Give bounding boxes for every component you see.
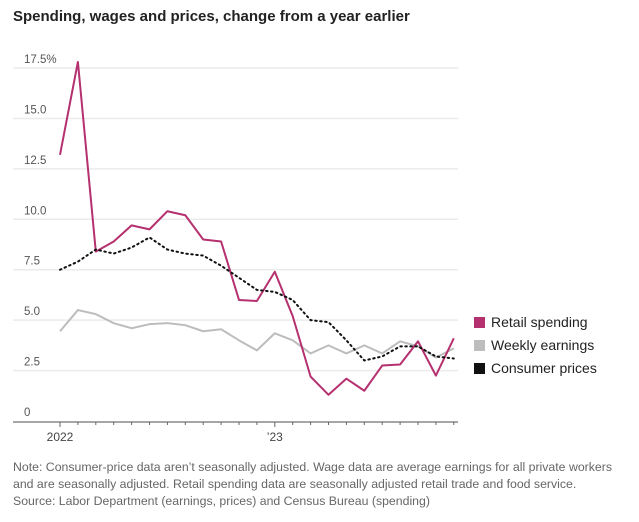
source-line: Source: Labor Department (earnings, pric… (13, 494, 430, 508)
y-tick-label: 10.0 (24, 205, 46, 217)
legend-label: Retail spending (491, 314, 588, 330)
x-tick-label: ’23 (267, 430, 283, 444)
y-tick-label: 2.5 (24, 357, 40, 369)
y-tick-label: 17.5% (24, 54, 57, 66)
x-tick-label: 2022 (47, 430, 74, 444)
legend-swatch-earnings (474, 339, 485, 351)
series-line-consumer-prices (59, 236, 455, 362)
legend-label: Consumer prices (491, 360, 597, 376)
legend-item-earnings: Weekly earnings (474, 337, 594, 353)
y-tick-label: 7.5 (24, 256, 40, 268)
y-tick-label: 0 (24, 407, 30, 419)
y-tick-label: 15.0 (24, 104, 46, 116)
legend-item-prices: Consumer prices (474, 360, 597, 376)
line-chart: 0 2.5 5.0 7.5 10.0 12.5 15.0 17.5% 2022 ’23 (13, 54, 458, 444)
note-line-1: Note: Consumer-price data aren’t seasona… (13, 460, 612, 474)
legend-swatch-retail (474, 316, 485, 328)
legend-swatch-prices (474, 362, 485, 374)
legend-item-retail: Retail spending (474, 314, 588, 330)
chart-title: Spending, wages and prices, change from … (13, 8, 410, 25)
legend-label: Weekly earnings (491, 337, 595, 353)
y-tick-label: 12.5 (24, 155, 46, 167)
y-tick-label: 5.0 (24, 306, 40, 318)
note-line-2: and are seasonally adjusted. Retail spen… (13, 477, 577, 491)
